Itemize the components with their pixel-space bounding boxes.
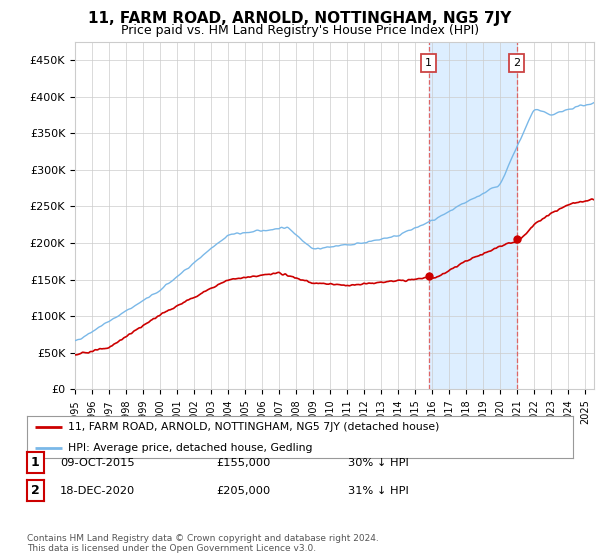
Text: 1: 1	[425, 58, 432, 68]
Text: 09-OCT-2015: 09-OCT-2015	[60, 458, 134, 468]
Text: 1: 1	[31, 456, 40, 469]
Bar	[428, 42, 517, 389]
Text: HPI: Average price, detached house, Gedling: HPI: Average price, detached house, Gedl…	[68, 442, 313, 452]
Text: Price paid vs. HM Land Registry's House Price Index (HPI): Price paid vs. HM Land Registry's House …	[121, 24, 479, 36]
Text: £205,000: £205,000	[216, 486, 270, 496]
Text: 2: 2	[31, 484, 40, 497]
Text: 31% ↓ HPI: 31% ↓ HPI	[348, 486, 409, 496]
Text: Contains HM Land Registry data © Crown copyright and database right 2024.
This d: Contains HM Land Registry data © Crown c…	[27, 534, 379, 553]
Text: 11, FARM ROAD, ARNOLD, NOTTINGHAM, NG5 7JY (detached house): 11, FARM ROAD, ARNOLD, NOTTINGHAM, NG5 7…	[68, 422, 439, 432]
Text: 30% ↓ HPI: 30% ↓ HPI	[348, 458, 409, 468]
Text: £155,000: £155,000	[216, 458, 271, 468]
Text: 18-DEC-2020: 18-DEC-2020	[60, 486, 135, 496]
Text: 2: 2	[513, 58, 520, 68]
Text: 11, FARM ROAD, ARNOLD, NOTTINGHAM, NG5 7JY: 11, FARM ROAD, ARNOLD, NOTTINGHAM, NG5 7…	[88, 11, 512, 26]
